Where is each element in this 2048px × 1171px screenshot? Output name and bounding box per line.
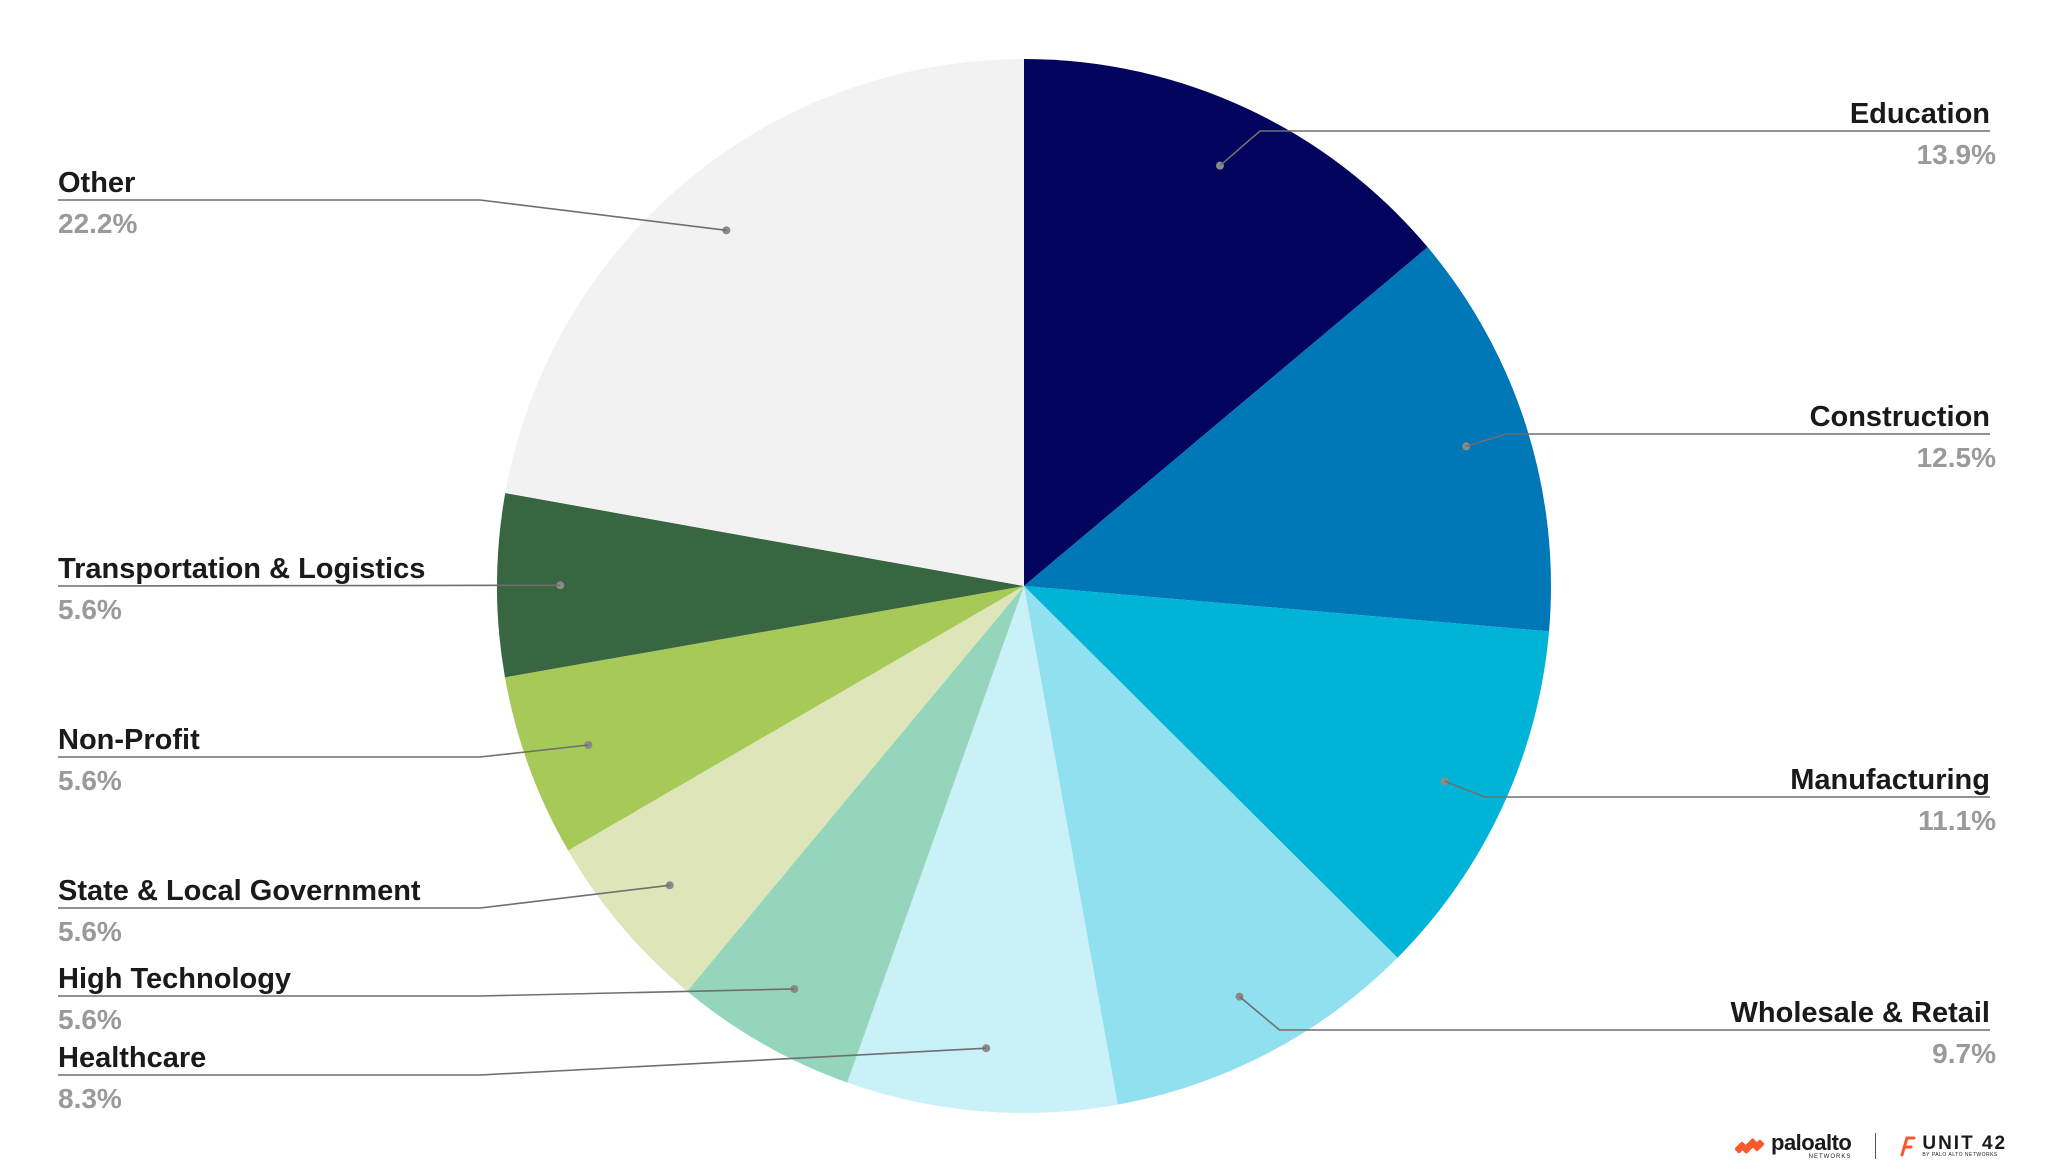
slice-label-other: Other (58, 167, 135, 199)
slice-labels: Education 13.9% Construction 12.5% Manufactu… (58, 98, 1996, 1114)
logo-divider (1875, 1133, 1877, 1159)
unit42-logo-icon (1898, 1135, 1916, 1157)
slice-value-healthcare: 8.3% (58, 1083, 122, 1114)
leader-line-other (58, 199, 727, 232)
slice-value-wholesale-and-retail: 9.7% (1932, 1038, 1996, 1069)
pie-slice-wholesale-and-retail (1024, 586, 1398, 1105)
slice-label-wholesale-and-retail: Wholesale & Retail (1731, 997, 1990, 1029)
pie-slice-education (1024, 59, 1428, 586)
pie-slice-construction (1024, 247, 1552, 632)
slice-value-manufacturing: 11.1% (1918, 805, 1996, 836)
leader-line-transportation-and-logistics (57, 584, 561, 587)
slice-label-construction: Construction (1810, 401, 1990, 433)
slice-label-non-profit: Non-Profit (58, 724, 200, 756)
leader-line-wholesale-and-retail (1239, 996, 1990, 1031)
leader-line-state-and-local-government (58, 884, 670, 909)
slice-label-manufacturing: Manufacturing (1790, 764, 1990, 796)
brand-logos: paloalto NETWORKS UNIT 42 BY PALO ALTO N… (1734, 1128, 2040, 1164)
unit42-subtitle: BY PALO ALTO NETWORKS (1922, 1152, 1998, 1158)
pie-slices (497, 59, 1552, 1113)
leader-line-healthcare (58, 1047, 987, 1076)
slice-label-healthcare: Healthcare (58, 1042, 206, 1074)
leader-line-manufacturing (1444, 780, 1990, 798)
label-leaders (57, 130, 1990, 1076)
pie-slice-high-technology (687, 586, 1024, 1083)
leader-line-education (1219, 130, 1990, 167)
slice-value-state-and-local-government: 5.6% (58, 916, 122, 947)
slice-value-construction: 12.5% (1917, 442, 1996, 473)
slice-label-high-technology: High Technology (58, 963, 291, 995)
slice-value-transportation-and-logistics: 5.6% (58, 594, 122, 625)
leader-line-construction (1465, 433, 1990, 448)
slice-label-education: Education (1850, 98, 1990, 130)
pie-slice-healthcare (847, 586, 1118, 1113)
pie-slice-transportation-and-logistics (497, 493, 1024, 678)
slice-label-transportation-and-logistics: Transportation & Logistics (58, 553, 425, 585)
slice-label-state-and-local-government: State & Local Government (58, 875, 421, 907)
slice-value-non-profit: 5.6% (58, 765, 122, 796)
paloalto-subtitle: NETWORKS (1808, 1154, 1852, 1160)
slice-value-other: 22.2% (58, 208, 137, 239)
leader-line-high-technology (58, 988, 795, 997)
paloalto-logo-icon (1734, 1135, 1765, 1157)
pie-slice-non-profit (504, 586, 1024, 851)
pie-slice-other (505, 59, 1024, 586)
pie-slice-state-and-local-government (568, 586, 1024, 992)
pie-slice-manufacturing (1024, 586, 1550, 958)
slice-value-education: 13.9% (1917, 139, 1996, 170)
slice-value-high-technology: 5.6% (58, 1004, 122, 1035)
unit42-wordmark: UNIT 42 (1922, 1133, 2008, 1154)
leader-line-non-profit (58, 744, 589, 758)
paloalto-wordmark: paloalto (1771, 1130, 1852, 1155)
